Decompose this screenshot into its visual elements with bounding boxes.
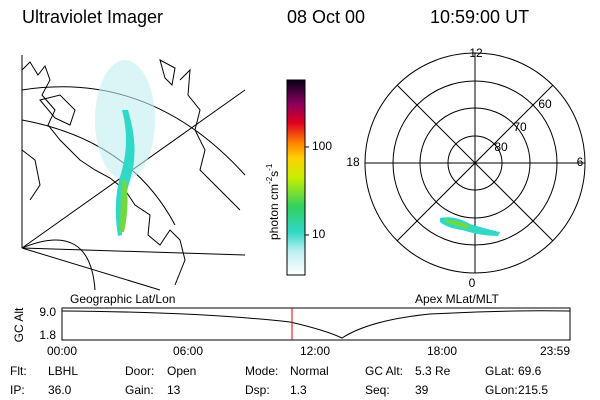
field-value: 69.6: [518, 364, 542, 378]
field-label: Door:: [125, 364, 154, 378]
colorbar-exponent: -2: [265, 176, 274, 184]
altitude-curve: [61, 310, 571, 339]
altitude-tick-label: 9.0: [39, 305, 56, 319]
field-value: 5.3 Re: [415, 364, 451, 378]
time-tick-label: 12:00: [300, 344, 330, 358]
field-label: GLat:: [485, 364, 514, 378]
hour-label: 6: [577, 155, 584, 169]
panel-label: Apex MLat/MLT: [415, 292, 499, 306]
colorbar-tick-label: 100: [312, 139, 332, 153]
panel-label: Geographic Lat/Lon: [70, 292, 175, 306]
altitude-frame: [61, 307, 571, 341]
footer: Flt: LBHL Door: Open Mode: Normal GC Alt: 5.3 R…: [10, 364, 548, 397]
altitude-tick-label: 1.8: [39, 328, 56, 342]
latitude-label: 60: [538, 97, 552, 111]
field-label: Gain:: [125, 383, 154, 397]
field-label: GC Alt:: [365, 364, 403, 378]
field-label: GLon:: [485, 383, 518, 397]
time: 10:59:00 UT: [430, 7, 529, 27]
field-value: Normal: [290, 364, 329, 378]
field-value: LBHL: [48, 364, 78, 378]
altitude-axis-label: GC Alt: [12, 307, 26, 342]
field-value: 215.5: [518, 383, 548, 397]
field-value: 39: [415, 383, 429, 397]
field-label: Dsp:: [245, 383, 270, 397]
date: 08 Oct 00: [287, 7, 365, 27]
field-label: Flt:: [10, 364, 27, 378]
colorbar-tick-label: 10: [312, 227, 326, 241]
polar-plot: [364, 52, 586, 274]
field-value: 1.3: [290, 383, 307, 397]
title: Ultraviolet Imager: [22, 7, 163, 27]
field-value: 13: [167, 383, 181, 397]
field-value: Open: [167, 364, 196, 378]
geographic-map: [21, 55, 246, 291]
field-label: Mode:: [245, 364, 278, 378]
field-label: Seq:: [365, 383, 390, 397]
colorbar-unit: s: [267, 171, 281, 177]
colorbar: [286, 79, 306, 276]
hour-label: 18: [346, 155, 360, 169]
latitude-label: 70: [513, 120, 527, 134]
time-tick-label: 06:00: [173, 344, 203, 358]
colorbar-label: photon cm-2s-1: [265, 163, 281, 240]
time-tick-label: 18:00: [427, 344, 457, 358]
colorbar-unit: photon cm: [267, 184, 281, 240]
latitude-label: 80: [494, 140, 508, 154]
time-tick-label: 00:00: [47, 344, 77, 358]
hour-label: 0: [469, 276, 476, 290]
field-label: IP:: [10, 383, 25, 397]
colorbar-exponent: -1: [265, 163, 274, 171]
hour-label: 12: [469, 46, 483, 60]
field-value: 36.0: [48, 383, 72, 397]
time-tick-label: 23:59: [540, 344, 570, 358]
